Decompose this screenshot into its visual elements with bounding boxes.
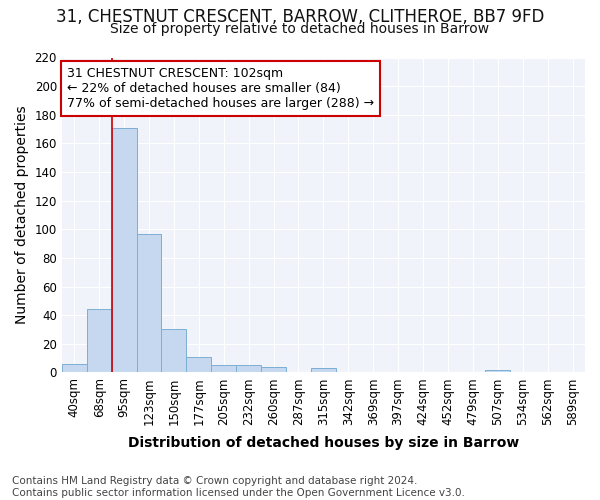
Text: Size of property relative to detached houses in Barrow: Size of property relative to detached ho… <box>110 22 490 36</box>
Bar <box>261 366 286 372</box>
X-axis label: Distribution of detached houses by size in Barrow: Distribution of detached houses by size … <box>128 436 519 450</box>
Bar <box>236 365 261 372</box>
Text: Contains HM Land Registry data © Crown copyright and database right 2024.
Contai: Contains HM Land Registry data © Crown c… <box>12 476 465 498</box>
Y-axis label: Number of detached properties: Number of detached properties <box>15 106 29 324</box>
Bar <box>311 368 336 372</box>
Bar <box>211 365 236 372</box>
Bar <box>161 330 187 372</box>
Text: 31, CHESTNUT CRESCENT, BARROW, CLITHEROE, BB7 9FD: 31, CHESTNUT CRESCENT, BARROW, CLITHEROE… <box>56 8 544 26</box>
Bar <box>87 310 112 372</box>
Bar <box>62 364 87 372</box>
Bar <box>485 370 510 372</box>
Text: 31 CHESTNUT CRESCENT: 102sqm
← 22% of detached houses are smaller (84)
77% of se: 31 CHESTNUT CRESCENT: 102sqm ← 22% of de… <box>67 67 374 110</box>
Bar <box>112 128 137 372</box>
Bar <box>137 234 161 372</box>
Bar <box>187 356 211 372</box>
